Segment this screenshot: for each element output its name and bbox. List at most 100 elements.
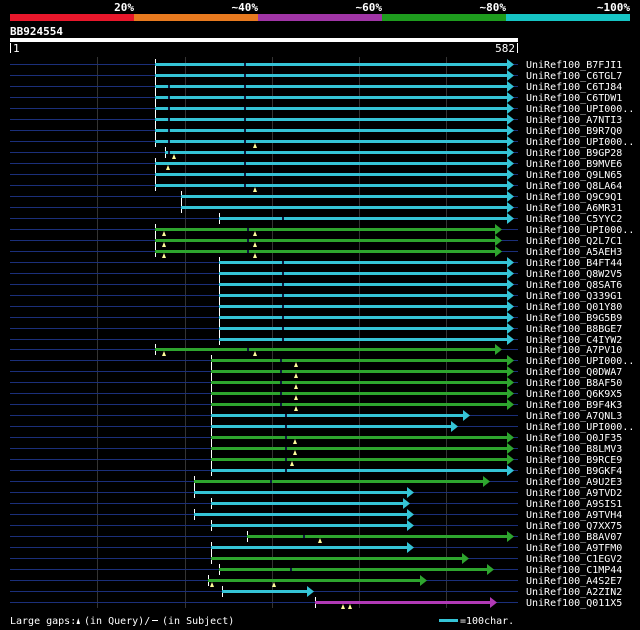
hit-label[interactable]: UniRef100_B8AV07 [526, 532, 622, 543]
hit-bar[interactable] [181, 195, 508, 198]
hit-bar[interactable] [211, 381, 508, 384]
hit-row[interactable]: UniRef100_B9F4K3 [10, 399, 622, 411]
hit-row[interactable]: UniRef100_C5YYC2 [10, 213, 622, 225]
hit-bar[interactable] [211, 425, 452, 428]
hit-label[interactable]: UniRef100_A4S2E7 [526, 576, 622, 587]
hit-label[interactable]: UniRef100_UPI000.. [526, 225, 634, 236]
hit-label[interactable]: UniRef100_B9MVE6 [526, 159, 622, 170]
hit-row[interactable]: UniRef100_Q011X5 [10, 597, 622, 609]
hit-row[interactable]: UniRef100_Q7XX75 [10, 520, 622, 532]
hit-row[interactable]: UniRef100_UPI000.. [10, 421, 634, 433]
hit-row[interactable]: UniRef100_B9R7Q0 [10, 125, 622, 137]
hit-row[interactable]: UniRef100_Q9C9Q1 [10, 191, 622, 203]
hit-label[interactable]: UniRef100_Q0DWA7 [526, 367, 622, 378]
hit-row[interactable]: UniRef100_Q9LN65 [10, 169, 622, 181]
hit-label[interactable]: UniRef100_Q9LN65 [526, 170, 622, 181]
hit-label[interactable]: UniRef100_Q2L7C1 [526, 236, 622, 247]
hit-bar[interactable] [155, 63, 508, 66]
hit-label[interactable]: UniRef100_Q339G1 [526, 291, 622, 302]
hit-label[interactable]: UniRef100_A7QNL3 [526, 411, 622, 422]
hit-row[interactable]: UniRef100_A7NTI3 [10, 114, 622, 126]
hit-bar[interactable] [208, 579, 421, 582]
hit-row[interactable]: UniRef100_A2ZIN2 [10, 586, 622, 598]
hit-bar[interactable] [211, 458, 508, 461]
hit-label[interactable]: UniRef100_B9R7Q0 [526, 126, 622, 137]
hit-bar[interactable] [211, 436, 508, 439]
hit-label[interactable]: UniRef100_A5AEH3 [526, 247, 622, 258]
hit-bar[interactable] [194, 491, 408, 494]
hit-label[interactable]: UniRef100_Q6K9X5 [526, 389, 622, 400]
hit-row[interactable]: UniRef100_UPI000.. [10, 103, 634, 115]
hit-bar[interactable] [155, 96, 508, 99]
hit-bar[interactable] [155, 107, 508, 110]
hit-bar[interactable] [211, 557, 463, 560]
hit-bar[interactable] [219, 294, 508, 297]
hit-bar[interactable] [211, 502, 404, 505]
hit-bar[interactable] [315, 601, 491, 604]
hit-label[interactable]: UniRef100_A7NTI3 [526, 115, 622, 126]
hit-row[interactable]: UniRef100_B9MVE6 [10, 158, 622, 170]
hit-bar[interactable] [194, 513, 408, 516]
hit-label[interactable]: UniRef100_Q011X5 [526, 598, 622, 609]
hit-label[interactable]: UniRef100_Q8SAT6 [526, 280, 622, 291]
hit-bar[interactable] [219, 305, 508, 308]
hit-row[interactable]: UniRef100_Q0JF35 [10, 432, 622, 444]
hit-label[interactable]: UniRef100_A9SIS1 [526, 499, 622, 510]
hit-row[interactable]: UniRef100_Q8W2V5 [10, 268, 622, 280]
hit-label[interactable]: UniRef100_A7PV10 [526, 345, 622, 356]
hit-row[interactable]: UniRef100_Q0DWA7 [10, 366, 622, 378]
hit-row[interactable]: UniRef100_Q2L7C1 [10, 235, 622, 247]
hit-label[interactable]: UniRef100_UPI000.. [526, 422, 634, 433]
hit-label[interactable]: UniRef100_A9TVD2 [526, 488, 622, 499]
hit-row[interactable]: UniRef100_B8BGE7 [10, 323, 622, 335]
hit-label[interactable]: UniRef100_A2ZIN2 [526, 587, 622, 598]
hit-row[interactable]: UniRef100_C1EGV2 [10, 553, 622, 565]
hit-bar[interactable] [211, 469, 508, 472]
hit-row[interactable]: UniRef100_B8LMV3 [10, 443, 622, 455]
hit-bar[interactable] [155, 228, 496, 231]
hit-bar[interactable] [219, 568, 488, 571]
hit-label[interactable]: UniRef100_B9F4K3 [526, 400, 622, 411]
hit-bar[interactable] [155, 184, 508, 187]
hit-bar[interactable] [155, 118, 508, 121]
hit-bar[interactable] [155, 85, 508, 88]
hit-label[interactable]: UniRef100_UPI000.. [526, 137, 634, 148]
hit-bar[interactable] [211, 546, 408, 549]
hit-label[interactable]: UniRef100_C4IYW2 [526, 335, 622, 346]
hit-bar[interactable] [165, 151, 508, 154]
hit-row[interactable]: UniRef100_A9U2E3 [10, 476, 622, 488]
hit-label[interactable]: UniRef100_B7FJI1 [526, 60, 622, 71]
hit-bar[interactable] [247, 535, 508, 538]
hit-row[interactable]: UniRef100_UPI000.. [10, 355, 634, 367]
hit-bar[interactable] [211, 403, 508, 406]
hit-bar[interactable] [222, 590, 308, 593]
hit-row[interactable]: UniRef100_B8AV07 [10, 531, 622, 543]
hit-row[interactable]: UniRef100_Q8SAT6 [10, 279, 622, 291]
hit-label[interactable]: UniRef100_Q7XX75 [526, 521, 622, 532]
hit-row[interactable]: UniRef100_B9RCE9 [10, 454, 622, 466]
hit-bar[interactable] [211, 524, 408, 527]
hit-row[interactable]: UniRef100_C1MP44 [10, 564, 622, 576]
hit-bar[interactable] [211, 359, 508, 362]
hit-bar[interactable] [219, 217, 508, 220]
hit-label[interactable]: UniRef100_UPI000.. [526, 104, 634, 115]
hit-label[interactable]: UniRef100_C6TJ84 [526, 82, 622, 93]
hit-row[interactable]: UniRef100_B9GKF4 [10, 465, 622, 477]
hit-bar[interactable] [155, 239, 496, 242]
hit-bar[interactable] [211, 392, 508, 395]
hit-bar[interactable] [219, 316, 508, 319]
hit-row[interactable]: UniRef100_A9TFM0 [10, 542, 622, 554]
hit-bar[interactable] [155, 250, 496, 253]
hit-bar[interactable] [219, 327, 508, 330]
hit-row[interactable]: UniRef100_Q01Y80 [10, 301, 622, 313]
hit-row[interactable]: UniRef100_A5AEH3 [10, 246, 622, 258]
hit-label[interactable]: UniRef100_A9TVH4 [526, 510, 622, 521]
hit-bar[interactable] [181, 206, 508, 209]
hit-bar[interactable] [211, 370, 508, 373]
hit-bar[interactable] [155, 162, 508, 165]
hit-label[interactable]: UniRef100_B4FT44 [526, 258, 622, 269]
hit-row[interactable]: UniRef100_C6TJ84 [10, 81, 622, 93]
hit-label[interactable]: UniRef100_B9GKF4 [526, 466, 622, 477]
hit-row[interactable]: UniRef100_A7QNL3 [10, 410, 622, 422]
hit-label[interactable]: UniRef100_B9GP28 [526, 148, 622, 159]
